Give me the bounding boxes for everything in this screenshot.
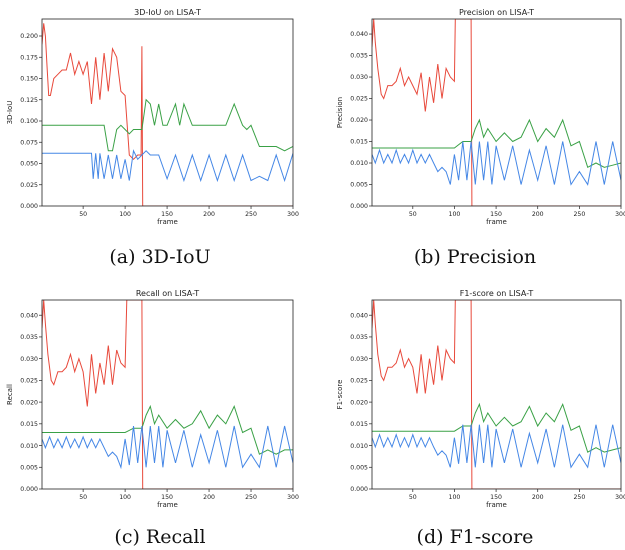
x-tick-label: 250 — [245, 211, 257, 218]
x-tick-label: 100 — [119, 211, 131, 218]
y-tick-label: 0.025 — [20, 182, 38, 189]
y-tick-label: 0.010 — [20, 443, 38, 450]
chart-title: 3D-IoU on LISA-T — [134, 8, 201, 17]
y-tick-label: 0.050 — [20, 161, 38, 168]
series-line-red — [372, 300, 621, 489]
x-tick-label: 300 — [287, 211, 299, 218]
y-axis-label: F1-score — [336, 380, 344, 410]
plot-frame — [41, 18, 294, 207]
y-tick-label: 0.000 — [20, 486, 38, 493]
x-tick-label: 250 — [573, 211, 585, 218]
y-tick-label: 0.035 — [350, 53, 368, 60]
y-tick-label: 0.010 — [350, 443, 368, 450]
y-tick-label: 0.125 — [20, 97, 38, 104]
y-tick-label: 0.005 — [350, 182, 368, 189]
x-tick-label: 200 — [203, 494, 215, 501]
y-tick-label: 0.015 — [20, 421, 38, 428]
y-tick-label: 0.075 — [20, 139, 38, 146]
y-tick-label: 0.000 — [350, 203, 368, 210]
x-tick-label: 100 — [119, 494, 131, 501]
y-axis-label: 3D-IoU — [6, 101, 14, 125]
x-tick-label: 50 — [409, 494, 417, 501]
y-tick-label: 0.175 — [20, 54, 38, 61]
y-tick-label: 0.025 — [350, 378, 368, 385]
y-tick-label: 0.010 — [350, 160, 368, 167]
series-line-blue — [372, 424, 621, 469]
y-tick-label: 0.025 — [20, 378, 38, 385]
subfigure-caption: (c) Recall — [114, 526, 205, 548]
y-axis-label: Recall — [6, 384, 14, 405]
series-line-green — [42, 98, 293, 152]
x-tick-label: 300 — [615, 494, 625, 501]
y-tick-label: 0.005 — [350, 464, 368, 471]
x-tick-label: 250 — [573, 494, 585, 501]
chart-panel-2: 50 100 150 200 250 300 0.000 0.005 0.010 0.015 0.0… — [336, 8, 625, 268]
x-tick-label: 250 — [245, 494, 257, 501]
x-tick-label: 200 — [203, 211, 215, 218]
y-tick-label: 0.030 — [350, 74, 368, 81]
subfigure-caption: (a) 3D-IoU — [109, 246, 210, 268]
y-tick-label: 0.035 — [350, 334, 368, 341]
y-tick-label: 0.020 — [350, 399, 368, 406]
y-tick-label: 0.020 — [20, 399, 38, 406]
subfigure-caption: (d) F1-score — [417, 526, 534, 548]
series-line-red — [372, 19, 621, 206]
y-tick-label: 0.025 — [350, 96, 368, 103]
series-line-green — [372, 402, 621, 453]
series-line-green — [42, 404, 293, 455]
x-tick-label: 50 — [79, 494, 87, 501]
y-tick-label: 0.100 — [20, 118, 38, 125]
y-tick-label: 0.020 — [350, 117, 368, 124]
y-tick-label: 0.035 — [20, 334, 38, 341]
x-axis-label: frame — [157, 218, 178, 226]
series-line-blue — [42, 149, 293, 183]
x-axis-label: frame — [157, 501, 178, 509]
x-tick-label: 200 — [532, 211, 544, 218]
y-tick-label: 0.200 — [20, 33, 38, 40]
plot-frame — [371, 18, 622, 207]
x-tick-label: 50 — [409, 211, 417, 218]
y-tick-label: 0.000 — [350, 486, 368, 493]
plot-frame — [371, 299, 622, 490]
chart-title: Precision on LISA-T — [459, 8, 534, 17]
series-line-blue — [42, 425, 293, 470]
subfigure-caption: (b) Precision — [414, 246, 536, 268]
x-tick-label: 100 — [449, 211, 461, 218]
y-tick-label: 0.015 — [350, 139, 368, 146]
y-tick-label: 0.030 — [20, 356, 38, 363]
y-tick-label: 0.015 — [350, 421, 368, 428]
x-tick-label: 100 — [449, 494, 461, 501]
x-axis-label: frame — [486, 218, 507, 226]
chart-panel-4: 50 100 150 200 250 300 0.000 0.005 0.010 0.015 0.0… — [336, 289, 625, 548]
series-line-green — [372, 118, 621, 169]
x-tick-label: 50 — [79, 211, 87, 218]
series-line-red — [42, 300, 293, 489]
series-line-red — [42, 23, 293, 206]
x-tick-label: 150 — [161, 211, 173, 218]
y-tick-label: 0.040 — [350, 31, 368, 38]
x-tick-label: 300 — [615, 211, 625, 218]
y-axis-label: Precision — [336, 97, 344, 128]
chart-panel-1: 50 100 150 200 250 300 0.000 0.025 0.050 0.075 0.1… — [6, 8, 299, 268]
x-tick-label: 150 — [161, 494, 173, 501]
series-line-blue — [372, 141, 621, 186]
x-tick-label: 150 — [490, 494, 502, 501]
chart-title: Recall on LISA-T — [136, 289, 199, 298]
y-tick-label: 0.030 — [350, 356, 368, 363]
x-axis-label: frame — [486, 501, 507, 509]
x-tick-label: 150 — [490, 211, 502, 218]
y-tick-label: 0.040 — [350, 312, 368, 319]
y-tick-label: 0.000 — [20, 203, 38, 210]
chart-title: F1-score on LISA-T — [460, 289, 534, 298]
chart-panel-3: 50 100 150 200 250 300 0.000 0.005 0.010 0.015 0.0… — [6, 289, 299, 548]
x-tick-label: 300 — [287, 494, 299, 501]
x-tick-label: 200 — [532, 494, 544, 501]
y-tick-label: 0.005 — [20, 464, 38, 471]
plot-frame — [41, 299, 294, 490]
y-tick-label: 0.040 — [20, 312, 38, 319]
y-tick-label: 0.150 — [20, 76, 38, 83]
